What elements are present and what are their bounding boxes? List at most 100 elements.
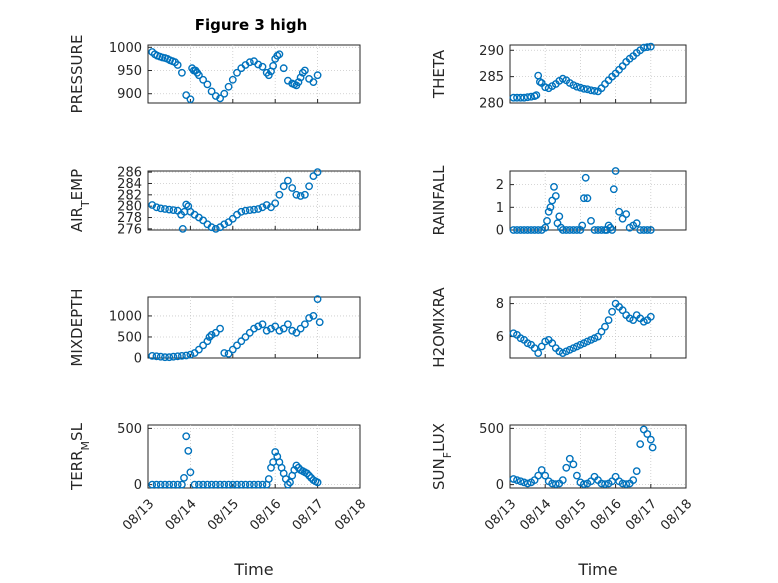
data-point [264,71,273,80]
y-tick-label: 2 [496,178,504,193]
data-point [233,480,241,489]
data-point [583,85,592,94]
data-point [169,480,178,489]
data-point [199,75,208,84]
data-point [148,201,157,209]
data-point [237,337,246,346]
y-tick-label: 1 [496,201,504,216]
data-point [207,480,216,489]
data-point [254,205,263,213]
data-point [643,43,652,51]
data-point [581,173,590,182]
data-point [632,219,641,228]
data-point [608,226,616,234]
y-tick-label: 500 [117,422,142,437]
data-point [305,471,313,480]
data-point [587,216,595,225]
data-point [207,330,216,339]
data-point [186,95,195,104]
data-point [643,226,652,234]
data-point [580,480,588,488]
data-point [520,93,528,102]
subplot-1: 900 950 1000 PRESSURE [68,35,361,113]
data-point [182,432,191,441]
data-point [190,480,199,489]
data-point [262,201,271,209]
data-point [216,480,225,489]
data-point [180,473,188,482]
x-axis-label: Time [233,560,273,579]
data-point [169,206,178,215]
data-point [241,206,250,215]
plot-area [509,170,687,231]
data-point [182,200,191,209]
data-point [573,82,581,91]
data-point [207,87,216,96]
data-point [275,326,284,335]
data-point [541,471,550,480]
data-point [258,320,267,329]
y-tick-label: 0 [496,224,504,239]
data-point [305,314,313,322]
data-point [292,328,301,337]
data-point [199,216,208,225]
data-point [580,194,588,203]
data-point [629,476,638,484]
data-point [601,480,609,488]
data-point [194,71,203,80]
data-point [237,480,246,489]
data-point [258,62,267,71]
data-point [537,466,546,474]
y-tick-label: 8 [496,297,504,312]
data-point [224,82,233,91]
data-point [543,216,551,225]
data-point [220,220,229,229]
y-tick-label: 0 [134,478,142,493]
data-point [646,435,655,444]
y-tick-label: 280 [117,200,142,215]
data-point [513,476,521,484]
data-point [548,339,557,348]
y-tick-label: 6 [496,330,504,345]
data-point [516,477,525,486]
y-tick-label: 1000 [109,309,142,324]
y-tick-label: 500 [479,422,504,437]
data-point [241,480,250,489]
data-point [618,306,627,315]
data-point [173,352,182,361]
data-point [315,318,324,327]
data-point [558,476,567,484]
data-point [523,479,532,488]
data-point [279,182,288,191]
data-point [152,352,161,361]
data-point [161,480,169,489]
data-point [541,223,550,232]
data-point [186,350,195,359]
data-point [152,203,161,212]
data-point [194,480,203,489]
data-point [551,192,560,200]
data-point [254,322,263,331]
data-point [300,320,309,329]
data-point [245,58,254,67]
data-point [532,91,541,100]
y-tick-label: 286 [117,166,142,181]
data-point [228,75,237,84]
data-point [636,440,645,448]
data-point [271,199,280,208]
data-point [296,324,305,333]
y-tick-label: 284 [117,177,142,192]
data-point [643,430,652,438]
data-point [565,454,574,463]
data-point [544,207,553,216]
data-point [562,226,571,234]
data-point [279,324,288,333]
y-axis-label: SUNFLUX [430,423,454,490]
data-point [211,224,220,233]
data-point [186,468,195,477]
data-point [203,80,212,89]
data-point [615,207,623,216]
data-point [576,226,585,234]
data-point [211,480,220,489]
data-point [152,480,161,489]
